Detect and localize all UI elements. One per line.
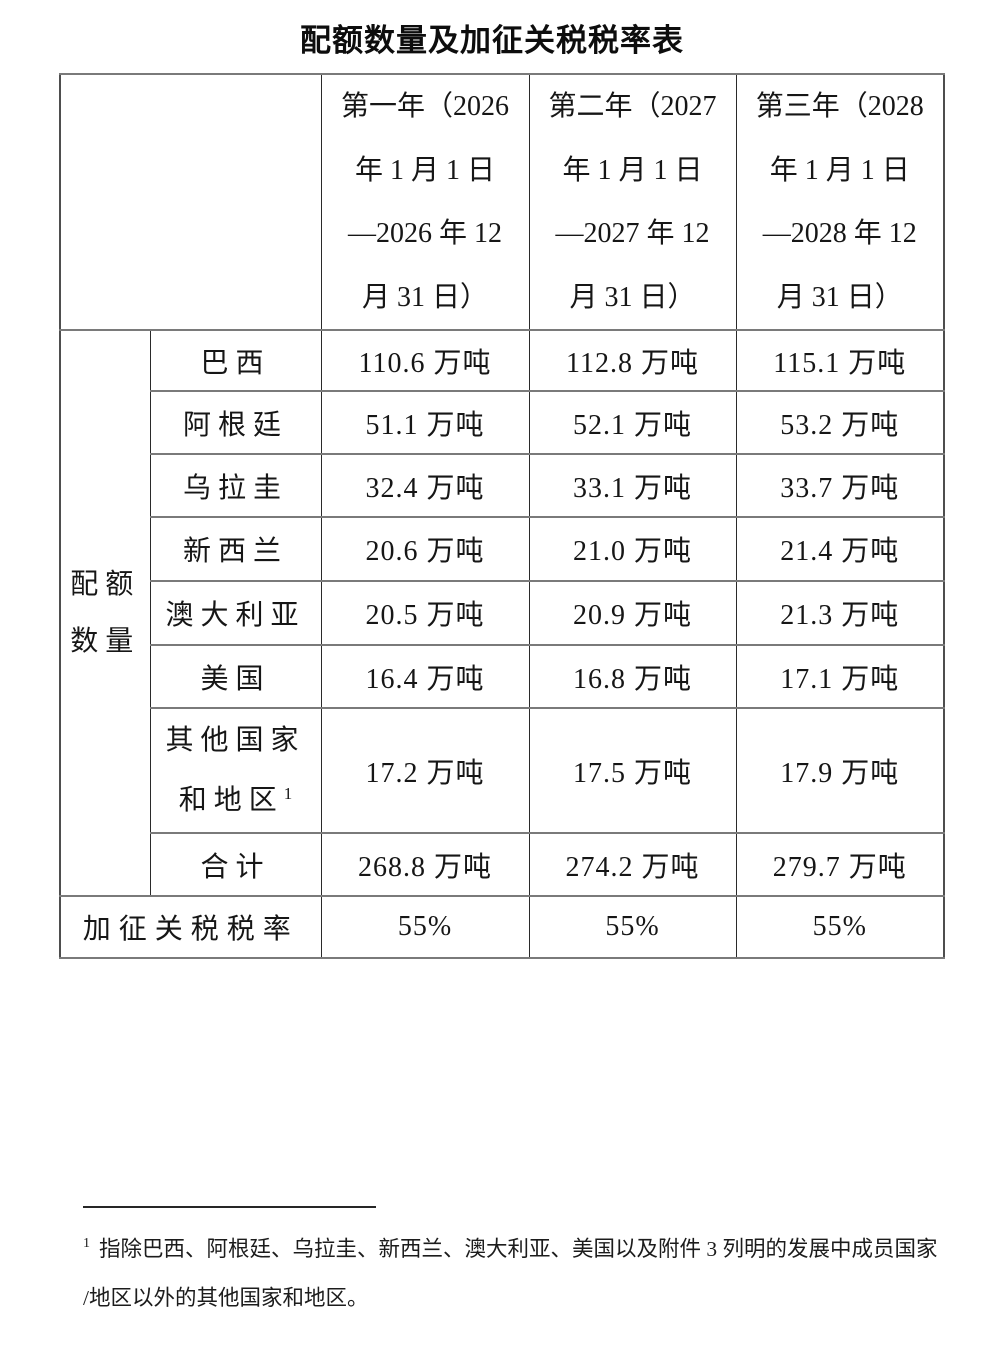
quota-value-cell: 110.6 万吨 [320,329,530,392]
header-line: 年 1 月 1 日 [354,154,495,186]
footnote-marker: 1 [83,1236,90,1251]
page-title: 配额数量及加征关税税率表 [300,23,684,58]
group-label-line: 数量 [70,626,141,657]
tariff-rate-value-cell: 55% [528,895,737,959]
country-name-text: 和地区 [178,784,284,816]
country-name-cell: 阿根廷 [149,390,322,455]
quota-value-cell: 279.7 万吨 [735,832,945,897]
table-row-total: 合计 268.8 万吨 274.2 万吨 279.7 万吨 [60,832,945,897]
quota-value-cell: 112.8 万吨 [528,329,737,392]
footnote: 1 指除巴西、阿根廷、乌拉圭、新西兰、澳大利亚、美国以及附件 3 列明的发展中成员… [83,1225,973,1323]
quota-value-cell: 52.1 万吨 [528,390,737,455]
table-row-usa: 美国 16.4 万吨 16.8 万吨 17.1 万吨 [60,644,945,709]
quota-value-cell: 53.2 万吨 [735,390,945,455]
quota-value-cell: 21.0 万吨 [528,516,737,582]
corner-blank-cell [59,73,322,331]
country-name-cell: 乌拉圭 [149,453,322,518]
header-line: —2027 年 12 [555,218,710,249]
header-cell-year-3: 第三年（2028 年 1 月 1 日 —2028 年 12 月 31 日） [735,73,945,331]
table-row-australia: 澳大利亚 20.5 万吨 20.9 万吨 21.3 万吨 [60,580,945,646]
quota-value-cell: 33.7 万吨 [735,453,945,518]
group-label-line: 配额 [70,569,141,600]
country-name-cell: 新西兰 [149,516,322,582]
quota-value-cell: 20.6 万吨 [320,516,530,582]
quota-value-cell: 274.2 万吨 [528,832,737,897]
header-line: 第三年（2028 [755,91,924,122]
quota-value-cell: 21.4 万吨 [735,516,945,582]
quota-value-cell: 268.8 万吨 [320,832,530,897]
tariff-rate-value-cell: 55% [735,895,945,959]
footnote-divider-rule [83,1206,376,1208]
quota-value-cell: 17.2 万吨 [320,707,530,834]
header-line: 年 1 月 1 日 [769,154,910,186]
quota-tariff-table: 第一年（2026 年 1 月 1 日 —2026 年 12 月 31 日） 第二… [59,73,945,959]
quota-value-cell: 17.9 万吨 [735,707,945,834]
total-label-cell: 合计 [149,832,322,897]
table-row-uruguay: 乌拉圭 32.4 万吨 33.1 万吨 33.7 万吨 [60,453,945,518]
footnote-line: /地区以外的其他国家和地区。 [83,1286,369,1310]
footnote-reference-superscript: 1 [283,783,293,803]
footnote-line: 1 指除巴西、阿根廷、乌拉圭、新西兰、澳大利亚、美国以及附件 3 列明的发展中成员… [83,1225,973,1274]
header-line: 月 31 日） [361,281,488,313]
quota-value-cell: 20.9 万吨 [528,580,737,646]
header-line: 第一年（2026 [340,91,509,122]
tariff-rate-value-cell: 55% [320,895,530,959]
country-name-cell: 巴西 [149,329,322,392]
tariff-rate-label-cell: 加征关税税率 [59,895,322,959]
header-line: 月 31 日） [776,281,903,313]
quota-value-cell: 20.5 万吨 [320,580,530,646]
quota-value-cell: 32.4 万吨 [320,453,530,518]
country-name-line: 其他国家 [165,724,306,756]
row-group-label-quota-quantity: 配额 数量 [59,329,151,897]
quota-value-cell: 17.1 万吨 [735,644,945,709]
quota-value-cell: 17.5 万吨 [528,707,737,834]
quota-value-cell: 21.3 万吨 [735,580,945,646]
header-line: —2028 年 12 [762,218,917,249]
table-row-tariff-rate: 加征关税税率 55% 55% 55% [59,895,945,959]
header-line: 年 1 月 1 日 [562,154,703,186]
quota-value-cell: 51.1 万吨 [320,390,530,455]
table-row-other-countries: 其他国家 和地区1 17.2 万吨 17.5 万吨 17.9 万吨 [60,707,945,834]
header-line: —2026 年 12 [347,218,502,249]
quota-value-cell: 16.4 万吨 [320,644,530,709]
table-row-brazil: 配额 数量 巴西 110.6 万吨 112.8 万吨 115.1 万吨 [59,329,945,897]
header-cell-year-1: 第一年（2026 年 1 月 1 日 —2026 年 12 月 31 日） [320,73,530,331]
header-cell-year-2: 第二年（2027 年 1 月 1 日 —2027 年 12 月 31 日） [528,73,737,331]
header-line: 月 31 日） [569,281,696,313]
table-row-new-zealand: 新西兰 20.6 万吨 21.0 万吨 21.4 万吨 [60,516,945,582]
country-name-line: 和地区1 [151,771,320,831]
quota-value-cell: 33.1 万吨 [528,453,737,518]
quota-value-cell: 16.8 万吨 [528,644,737,709]
table-header-row: 第一年（2026 年 1 月 1 日 —2026 年 12 月 31 日） 第二… [59,73,945,331]
country-name-cell: 其他国家 和地区1 [149,707,322,834]
table-row-argentina: 阿根廷 51.1 万吨 52.1 万吨 53.2 万吨 [60,390,945,455]
footnote-text: 指除巴西、阿根廷、乌拉圭、新西兰、澳大利亚、美国以及附件 3 列明的发展中成员国… [99,1237,938,1261]
header-line: 第二年（2027 [548,91,717,122]
country-name-cell: 美国 [149,644,322,709]
country-name-cell: 澳大利亚 [149,580,322,646]
quota-value-cell: 115.1 万吨 [735,329,945,392]
